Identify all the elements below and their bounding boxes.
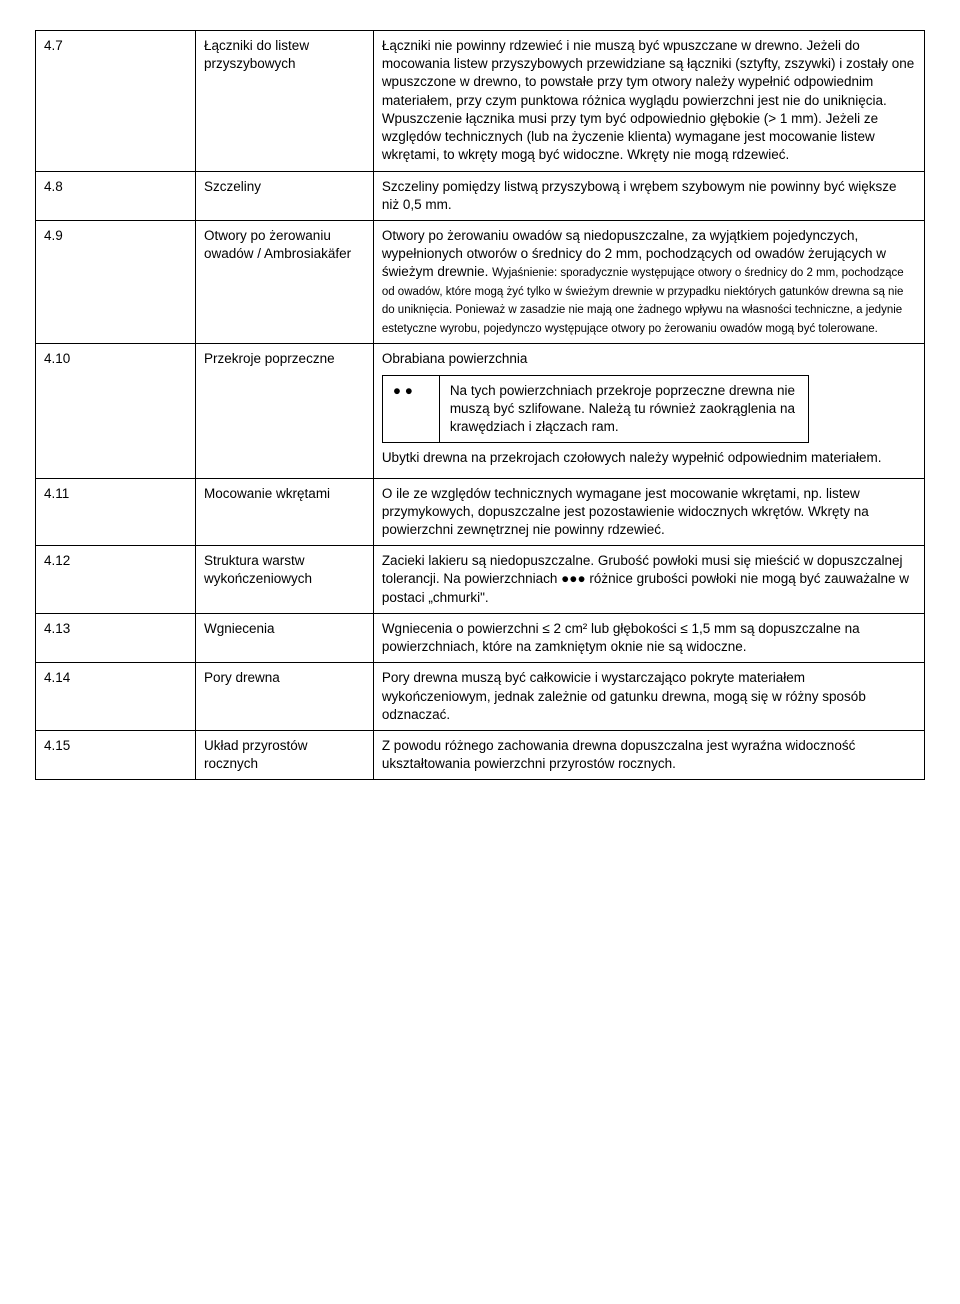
row-num: 4.15 [36, 730, 196, 779]
row-desc: Pory drewna muszą być całkowicie i wysta… [373, 663, 924, 731]
row-title: Struktura warstw wykończeniowych [196, 546, 374, 614]
table-row: 4.15 Układ przyrostów rocznych Z powodu … [36, 730, 925, 779]
row-desc: Szczeliny pomiędzy listwą przyszybową i … [373, 171, 924, 220]
spec-table: 4.7 Łączniki do listew przyszybowych Łąc… [35, 30, 925, 780]
table-row: 4.12 Struktura warstw wykończeniowych Za… [36, 546, 925, 614]
table-row: 4.13 Wgniecenia Wgniecenia o powierzchni… [36, 613, 925, 662]
table-row: 4.10 Przekroje poprzeczne Obrabiana powi… [36, 344, 925, 478]
row-desc: Łączniki nie powinny rdzewieć i nie musz… [373, 31, 924, 172]
row-num: 4.10 [36, 344, 196, 478]
row-title: Wgniecenia [196, 613, 374, 662]
row-num: 4.8 [36, 171, 196, 220]
inner-symbol: ● ● [382, 375, 439, 443]
row-title: Szczeliny [196, 171, 374, 220]
row-desc: Otwory po żerowaniu owadów są niedopuszc… [373, 220, 924, 344]
row-num: 4.12 [36, 546, 196, 614]
table-row: 4.14 Pory drewna Pory drewna muszą być c… [36, 663, 925, 731]
row-title: Pory drewna [196, 663, 374, 731]
inner-table: ● ● Na tych powierzchniach przekroje pop… [382, 375, 809, 444]
row-desc: Wgniecenia o powierzchni ≤ 2 cm² lub głę… [373, 613, 924, 662]
row-title: Przekroje poprzeczne [196, 344, 374, 478]
row-title: Mocowanie wkrętami [196, 478, 374, 546]
row-num: 4.7 [36, 31, 196, 172]
row-desc: Zacieki lakieru są niedopuszczalne. Grub… [373, 546, 924, 614]
inner-text: Na tych powierzchniach przekroje poprzec… [439, 375, 808, 443]
table-row: 4.11 Mocowanie wkrętami O ile ze względó… [36, 478, 925, 546]
table-row: 4.9 Otwory po żerowaniu owadów / Ambrosi… [36, 220, 925, 344]
row-num: 4.9 [36, 220, 196, 344]
desc-after: Ubytki drewna na przekrojach czołowych n… [382, 449, 916, 467]
row-num: 4.14 [36, 663, 196, 731]
row-title: Łączniki do listew przyszybowych [196, 31, 374, 172]
row-desc: Z powodu różnego zachowania drewna dopus… [373, 730, 924, 779]
row-title: Układ przyrostów rocznych [196, 730, 374, 779]
table-row: 4.7 Łączniki do listew przyszybowych Łąc… [36, 31, 925, 172]
row-desc: O ile ze względów technicznych wymagane … [373, 478, 924, 546]
row-num: 4.11 [36, 478, 196, 546]
row-desc: Obrabiana powierzchnia ● ● Na tych powie… [373, 344, 924, 478]
table-row: 4.8 Szczeliny Szczeliny pomiędzy listwą … [36, 171, 925, 220]
desc-before: Obrabiana powierzchnia [382, 350, 916, 368]
row-num: 4.13 [36, 613, 196, 662]
row-title: Otwory po żerowaniu owadów / Ambrosiakäf… [196, 220, 374, 344]
